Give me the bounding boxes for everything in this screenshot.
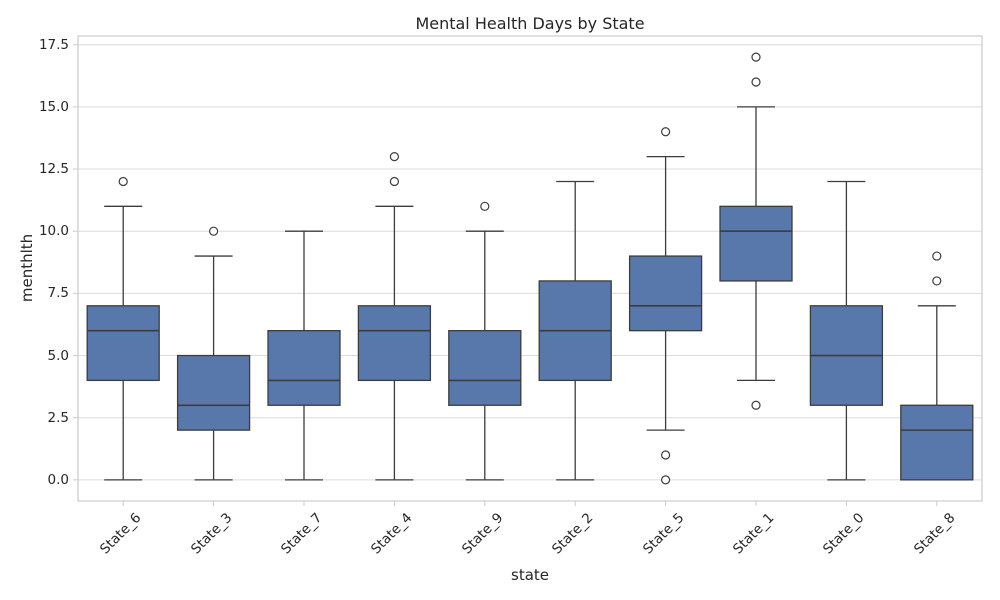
box-State_5 [628,255,703,332]
y-tick-label: 17.5 [38,36,69,53]
y-tick-label: 12.5 [38,161,69,178]
flier-State_5 [660,475,671,485]
flier-State_5 [660,450,671,460]
box-State_9 [448,330,522,406]
x-axis-label: state [511,566,549,584]
flier-State_4 [389,152,399,162]
flier-State_8 [932,276,942,286]
flier-State_6 [118,176,128,187]
y-tick-label: 5.0 [47,347,69,364]
box-State_7 [267,330,341,406]
flier-State_4 [389,176,399,187]
box-State_1 [719,205,793,282]
y-tick-label: 2.5 [47,409,69,426]
chart-title: Mental Health Days by State [415,14,645,33]
flier-State_1 [751,400,761,410]
flier-State_9 [480,201,490,211]
flier-State_1 [751,77,761,87]
box-State_4 [357,305,432,382]
flier-State_1 [751,52,761,62]
flier-State_8 [932,251,942,261]
y-tick-label: 7.5 [47,285,69,302]
y-tick-label: 15.0 [38,98,69,115]
box-State_8 [900,404,974,481]
axes-frame [77,35,983,502]
y-tick-label: 0.0 [47,471,69,488]
box-State_6 [86,305,160,382]
box-State_3 [176,354,251,431]
flier-State_5 [660,127,671,137]
flier-State_3 [209,226,219,236]
y-tick-label: 10.0 [38,223,69,240]
